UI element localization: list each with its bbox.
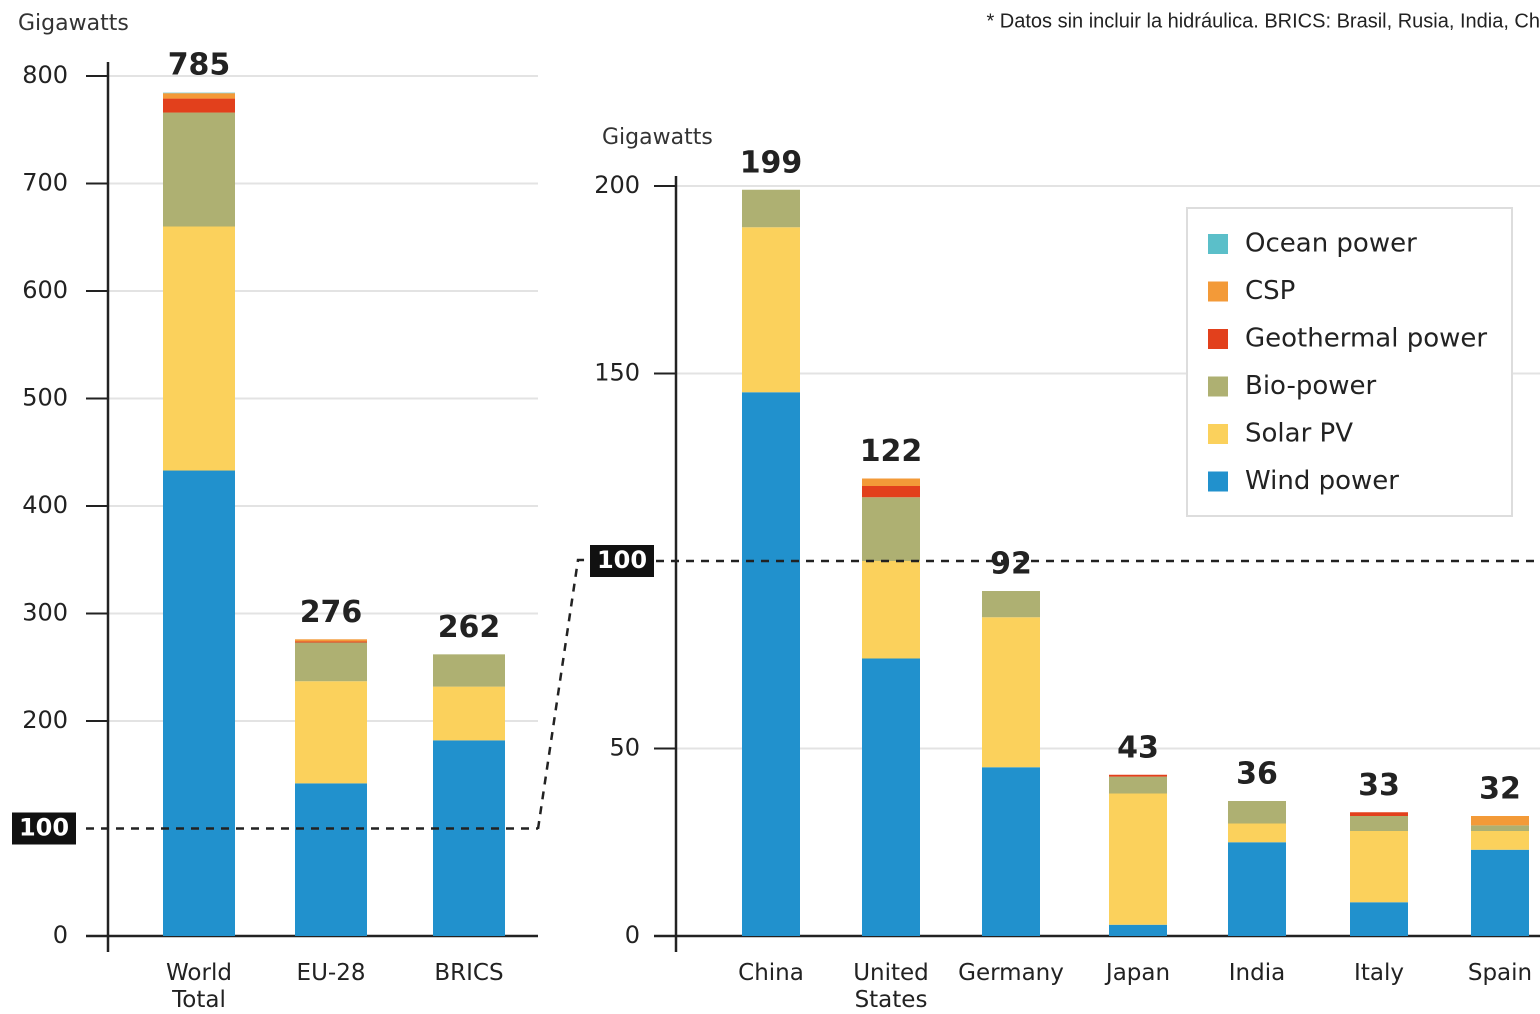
x-tick-label: Japan bbox=[1105, 960, 1171, 986]
bar-segment bbox=[295, 639, 367, 642]
bar-segment bbox=[1109, 776, 1167, 794]
x-tick-label: Germany bbox=[958, 960, 1064, 986]
bar-segment bbox=[163, 226, 235, 471]
bar-segment bbox=[862, 497, 920, 561]
reference-label: 100 bbox=[597, 546, 647, 574]
legend-box bbox=[1186, 207, 1513, 517]
y-tick-label: 0 bbox=[53, 921, 68, 949]
bar-segment bbox=[1471, 825, 1529, 831]
legend-label: CSP bbox=[1245, 276, 1295, 306]
total-label: 32 bbox=[1479, 772, 1521, 807]
bar-segment bbox=[1350, 831, 1408, 903]
bar-segment bbox=[295, 681, 367, 784]
bar-segment bbox=[1350, 816, 1408, 831]
bar-segment bbox=[1109, 774, 1167, 777]
bar-segment bbox=[295, 642, 367, 682]
x-tick-label: World Total bbox=[166, 960, 232, 1013]
bar-segment bbox=[163, 98, 235, 113]
legend-swatch bbox=[1208, 329, 1228, 349]
bar-segment bbox=[163, 92, 235, 94]
x-tick-label: Italy bbox=[1354, 960, 1404, 986]
legend-swatch bbox=[1208, 471, 1228, 492]
x-tick-label: United States bbox=[853, 960, 929, 1013]
bar-segment bbox=[163, 112, 235, 227]
y-tick-label: 150 bbox=[594, 359, 640, 387]
y-tick-label: 600 bbox=[22, 276, 68, 304]
y-tick-label: 400 bbox=[22, 491, 68, 519]
bar-segment bbox=[1471, 849, 1529, 936]
bar-segment bbox=[982, 617, 1040, 768]
legend-swatch bbox=[1208, 376, 1228, 397]
legend-swatch bbox=[1208, 234, 1228, 254]
bar-segment bbox=[982, 591, 1040, 618]
bar-segment bbox=[1228, 801, 1286, 824]
total-label: 199 bbox=[740, 145, 803, 180]
total-label: 43 bbox=[1117, 730, 1159, 765]
legend-label: Ocean power bbox=[1245, 229, 1417, 259]
bar-segment bbox=[295, 641, 367, 643]
reference-box bbox=[590, 545, 654, 577]
y-tick-label: 200 bbox=[594, 171, 640, 199]
y-tick-label: 500 bbox=[22, 384, 68, 412]
total-label: 785 bbox=[168, 48, 231, 83]
bar-segment bbox=[742, 189, 800, 228]
total-label: 262 bbox=[438, 610, 501, 645]
x-tick-label: EU-28 bbox=[296, 960, 366, 986]
bar-segment bbox=[295, 783, 367, 936]
legend-swatch bbox=[1208, 281, 1228, 302]
bar-segment bbox=[163, 93, 235, 99]
connector bbox=[536, 558, 590, 830]
note: * Datos sin incluir la hidráulica. BRICS… bbox=[986, 10, 1540, 32]
bar-segment bbox=[433, 654, 505, 687]
y-tick-label: 50 bbox=[609, 734, 640, 762]
legend-label: Bio-power bbox=[1245, 371, 1377, 401]
bar-segment bbox=[742, 227, 800, 393]
bar-segment bbox=[742, 392, 800, 936]
y-tick-label: 0 bbox=[625, 921, 640, 949]
bar-segment bbox=[433, 740, 505, 936]
y-tick-label: 200 bbox=[22, 706, 68, 734]
bar-segment bbox=[982, 767, 1040, 936]
bar-segment bbox=[163, 470, 235, 936]
x-tick-label: China bbox=[738, 960, 804, 986]
x-tick-label: India bbox=[1228, 960, 1286, 986]
bar-segment bbox=[1109, 924, 1167, 936]
axis-title: Gigawatts bbox=[18, 11, 129, 36]
bar-segment bbox=[862, 658, 920, 936]
total-label: 33 bbox=[1358, 768, 1400, 803]
total-label: 92 bbox=[990, 547, 1032, 582]
legend-label: Wind power bbox=[1245, 466, 1399, 496]
x-tick-label: BRICS bbox=[434, 960, 504, 986]
x-tick-label: Spain bbox=[1467, 960, 1533, 986]
bar-segment bbox=[1109, 793, 1167, 925]
bar-segment bbox=[1350, 902, 1408, 936]
bar-segment bbox=[1350, 812, 1408, 816]
bar-segment bbox=[1471, 816, 1529, 826]
bar-segment bbox=[1228, 823, 1286, 843]
bar-segment bbox=[862, 478, 920, 486]
bar-segment bbox=[862, 561, 920, 659]
total-label: 122 bbox=[860, 434, 923, 469]
legend-label: Solar PV bbox=[1245, 419, 1353, 449]
y-tick-label: 800 bbox=[22, 61, 68, 89]
total-label: 276 bbox=[300, 595, 363, 630]
total-label: 36 bbox=[1236, 757, 1278, 792]
bar-segment bbox=[1228, 842, 1286, 936]
bar-segment bbox=[862, 486, 920, 498]
y-tick-label: 300 bbox=[22, 599, 68, 627]
reference-label: 100 bbox=[19, 814, 69, 842]
bar-segment bbox=[1471, 831, 1529, 850]
bar-segment bbox=[433, 686, 505, 741]
legend-label: Geothermal power bbox=[1245, 324, 1487, 354]
legend-swatch bbox=[1208, 424, 1228, 444]
axis-title: Gigawatts bbox=[602, 125, 713, 150]
reference-box bbox=[12, 812, 76, 845]
y-tick-label: 700 bbox=[22, 169, 68, 197]
